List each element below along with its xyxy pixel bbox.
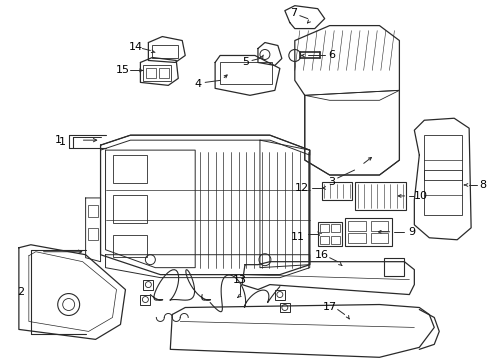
Bar [344, 218, 392, 246]
Text: 15: 15 [116, 66, 129, 76]
Bar [355, 182, 406, 210]
Bar [152, 45, 178, 58]
Text: 8: 8 [480, 180, 487, 190]
Bar [220, 62, 272, 84]
Bar [370, 233, 389, 243]
Text: 12: 12 [294, 183, 309, 193]
Bar [144, 280, 153, 289]
Bar [331, 236, 340, 244]
Text: 3: 3 [328, 177, 335, 187]
Bar [88, 228, 98, 240]
Text: 10: 10 [415, 191, 428, 201]
Bar [88, 205, 98, 217]
Bar [424, 135, 462, 180]
Text: 4: 4 [195, 79, 202, 89]
Text: 1: 1 [59, 137, 66, 147]
Bar [318, 222, 342, 246]
Bar [319, 224, 329, 232]
Bar [347, 233, 366, 243]
Text: 2: 2 [17, 287, 24, 297]
Bar [113, 195, 147, 223]
Bar [113, 155, 147, 183]
Text: 13: 13 [233, 275, 247, 285]
Bar [275, 289, 285, 300]
Bar [141, 294, 150, 305]
Bar [322, 182, 352, 200]
Bar [347, 221, 366, 231]
Text: 16: 16 [315, 250, 329, 260]
Bar [280, 302, 290, 312]
Text: 1: 1 [55, 135, 62, 145]
Text: 11: 11 [291, 232, 305, 242]
Text: 17: 17 [322, 302, 337, 311]
Text: 5: 5 [243, 58, 249, 67]
Text: 7: 7 [290, 8, 297, 18]
Text: 9: 9 [408, 227, 415, 237]
Text: 14: 14 [128, 41, 143, 51]
Bar [147, 68, 156, 78]
Bar [370, 221, 389, 231]
Bar [331, 224, 340, 232]
Bar [319, 236, 329, 244]
Bar [113, 235, 147, 257]
Bar [144, 66, 172, 81]
Text: 6: 6 [328, 50, 335, 60]
Bar [424, 170, 462, 215]
Bar [385, 258, 404, 276]
Bar [159, 68, 169, 78]
